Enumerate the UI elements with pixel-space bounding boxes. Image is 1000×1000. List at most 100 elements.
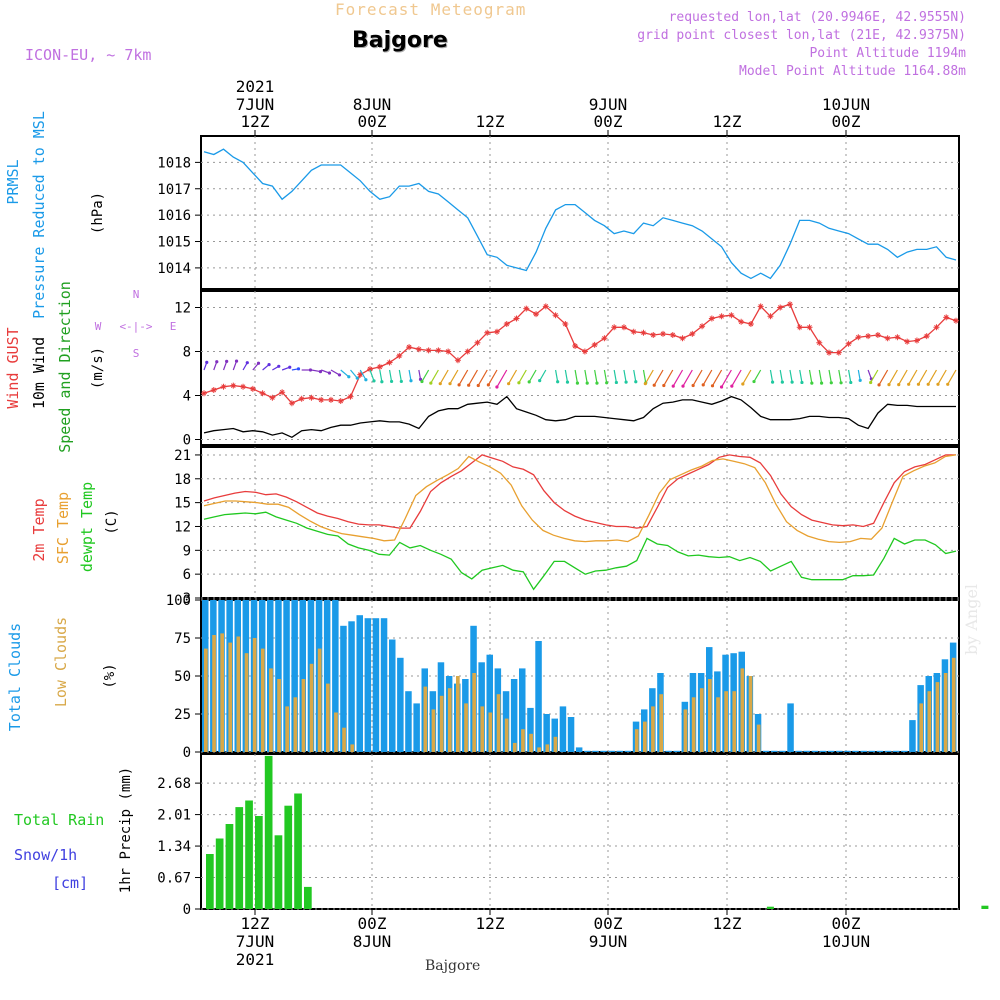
top-year: 2021 xyxy=(236,77,275,96)
model-altitude: Model Point Altitude 1164.88m xyxy=(739,64,966,79)
wind-arrow-head xyxy=(327,371,332,375)
wind-direction-arrow xyxy=(711,369,723,387)
gust-marker xyxy=(894,334,901,341)
temp-line-0 xyxy=(203,454,956,529)
gust-marker xyxy=(777,304,784,311)
station-name: Bajgore xyxy=(352,28,448,53)
total-cloud-bar xyxy=(510,679,518,752)
gust-marker xyxy=(308,394,315,401)
wind-direction-arrow xyxy=(731,369,742,387)
top-tick-time-5: 00Z xyxy=(832,112,861,131)
low-cloud-bar xyxy=(683,709,688,752)
wind-arrow-head xyxy=(741,382,745,386)
low-cloud-bar xyxy=(334,712,338,752)
wind-direction-arrow xyxy=(769,369,774,383)
wind-arrow-head xyxy=(409,379,413,383)
total-cloud-bar xyxy=(283,600,290,752)
top-tick-time-4: 12Z xyxy=(713,112,742,131)
wind-speed-line xyxy=(203,395,956,439)
total-cloud-bar xyxy=(868,750,876,752)
wind-arrow-head xyxy=(916,382,921,386)
wind-direction-arrow xyxy=(672,369,684,387)
gust-marker xyxy=(396,352,403,359)
wind-arrow-head xyxy=(448,382,452,386)
direction-legend: Speed and Direction xyxy=(56,281,74,453)
wind-arrow-head xyxy=(277,364,281,368)
gust-marker xyxy=(874,332,881,338)
low-cloud-bar xyxy=(634,729,639,752)
gust-marker xyxy=(464,348,471,355)
total-cloud-legend: Total Clouds xyxy=(6,623,24,731)
low-cloud-bar xyxy=(464,703,468,752)
wind-direction-arrow xyxy=(692,369,703,386)
gust-marker xyxy=(552,312,559,319)
total-cloud-bar xyxy=(860,750,867,752)
total-cloud-bar xyxy=(600,750,607,752)
wind-arrow-head xyxy=(380,380,384,384)
wind-direction-arrow xyxy=(818,369,823,384)
gust-marker xyxy=(865,333,872,340)
low-cloud-bar xyxy=(919,703,924,752)
temp-dewpt-legend: dewpt Temp xyxy=(78,482,96,572)
gust-marker xyxy=(884,335,891,342)
wind-direction-arrow xyxy=(564,369,569,383)
precip-ylabel: 1hr Precip (mm) xyxy=(118,767,134,893)
temp-ylabel: (C) xyxy=(104,509,120,534)
wind-arrow-head xyxy=(790,380,794,384)
ytick-label-prmsl-0: 1014 xyxy=(157,261,191,277)
wind-arrow-head xyxy=(372,379,376,383)
gust-marker xyxy=(269,394,276,401)
ytick-label-temp-0: 3 xyxy=(183,591,191,607)
wind-direction-arrow xyxy=(539,369,547,381)
rain-bar xyxy=(264,755,273,909)
low-cloud-bar xyxy=(301,679,306,752)
low-cloud-bar xyxy=(204,648,208,752)
gust-marker xyxy=(923,333,930,340)
wind-direction-arrow xyxy=(878,369,889,386)
bottom-tick-time-2: 12Z xyxy=(476,914,505,933)
wind-arrow-head xyxy=(869,380,873,385)
gust-marker xyxy=(689,330,696,337)
gust-marker xyxy=(503,321,510,327)
bottom-year: 2021 xyxy=(236,950,275,969)
wind-arrow-head xyxy=(234,359,239,363)
low-cloud-bar xyxy=(643,721,647,752)
requested-coords: requested lon,lat (20.9946E, 42.9555N) xyxy=(668,10,966,25)
bottom-tick-day-5: 10JUN xyxy=(822,932,870,951)
gust-marker xyxy=(796,324,803,331)
gust-marker xyxy=(259,390,266,397)
wind-direction-arrow xyxy=(584,369,588,384)
wind-arrow-head xyxy=(556,380,560,384)
total-cloud-bar xyxy=(527,707,534,752)
low-cloud-bar xyxy=(943,673,948,752)
model-label: ICON-EU, ~ 7km xyxy=(25,46,152,64)
low-cloud-bar xyxy=(350,744,355,752)
wind-arrow-head xyxy=(429,381,433,385)
wind-arrow-head xyxy=(897,382,901,387)
wind-direction-arrow xyxy=(947,369,957,385)
gust-marker xyxy=(376,363,383,370)
low-cloud-bar xyxy=(309,663,314,752)
wind-arrow-head xyxy=(780,380,784,384)
wind-direction-arrow xyxy=(508,369,518,384)
low-cloud-bar xyxy=(244,653,249,752)
wind-direction-arrow xyxy=(623,369,627,383)
total-cloud-bar xyxy=(405,691,412,752)
total-cloud-bar xyxy=(665,750,672,752)
wind-arrow-head xyxy=(595,381,599,385)
wind-arrow-head xyxy=(565,380,570,384)
total-cloud-bar xyxy=(486,654,493,752)
gust-marker xyxy=(249,385,256,392)
total-cloud-bar xyxy=(811,750,819,752)
rain-bar xyxy=(284,805,293,909)
wind-direction-arrow xyxy=(359,369,367,381)
total-cloud-bar xyxy=(608,750,615,752)
ytick-label-prmsl-4: 1018 xyxy=(157,155,191,171)
wind-direction-arrow xyxy=(888,369,898,385)
gust-marker xyxy=(738,318,745,325)
gust-marker xyxy=(747,321,754,327)
low-cloud-bar xyxy=(512,742,517,752)
wind-arrow-head xyxy=(877,383,881,387)
total-cloud-bar xyxy=(771,750,778,752)
temp-sfc-legend: SFC Temp xyxy=(54,492,72,564)
